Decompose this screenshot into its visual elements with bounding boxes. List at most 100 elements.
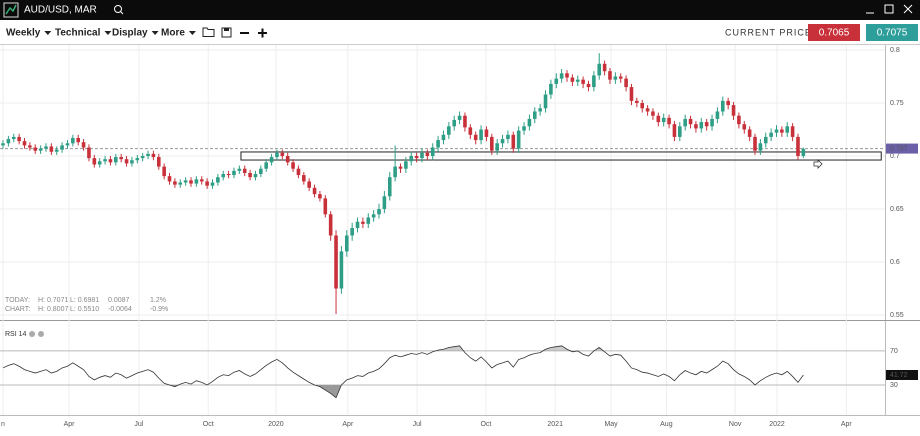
candle-body — [103, 159, 107, 162]
candle-body — [436, 140, 440, 148]
candle-body — [758, 143, 763, 151]
rsi-title[interactable]: RSI 14 — [5, 331, 27, 338]
candle-body — [796, 136, 800, 156]
price-zone[interactable] — [240, 151, 882, 161]
rsi-panel — [0, 345, 885, 399]
candle-body — [216, 177, 220, 183]
candle-body — [87, 147, 91, 159]
candle-body — [457, 115, 462, 120]
candle-body — [516, 130, 521, 149]
open-icon[interactable] — [202, 27, 215, 37]
candle-body — [124, 159, 129, 164]
candle-body — [479, 129, 483, 141]
candle-body — [672, 124, 677, 137]
search-icon[interactable] — [114, 5, 122, 13]
ask-box[interactable] — [866, 24, 918, 41]
candle-body — [527, 118, 532, 127]
candle-body — [624, 78, 628, 88]
symbol[interactable]: AUD/USD, MAR — [24, 5, 97, 16]
candle-body — [28, 145, 32, 148]
candle-body — [71, 137, 75, 144]
candle-body — [38, 148, 43, 151]
candle-body — [377, 209, 381, 215]
candle-body — [715, 111, 720, 119]
ask-price: 0.7075 — [877, 28, 908, 39]
candle-body — [205, 181, 209, 186]
candle-body — [97, 161, 102, 165]
candle-body — [275, 152, 279, 158]
candle-body — [441, 134, 446, 141]
rsi-last-label: 41.72 — [890, 372, 908, 379]
candle-body — [119, 157, 123, 160]
candle-body — [221, 174, 226, 178]
x-tick-label: Jul — [413, 421, 422, 428]
candle-body — [65, 143, 70, 146]
stat-text: 0.0087 — [108, 297, 130, 304]
candle-body — [264, 162, 269, 169]
close-button[interactable] — [903, 4, 913, 14]
menu-item[interactable]: Display — [112, 28, 148, 39]
menu-group: Weekly Technical Display More — [6, 28, 196, 39]
stat-text: -0.9% — [150, 306, 168, 313]
candle-body — [602, 63, 607, 72]
candle-body — [699, 122, 704, 129]
candle-body — [597, 63, 602, 76]
candle-body — [371, 214, 376, 218]
menu-item[interactable]: More — [161, 28, 185, 39]
candle-body — [774, 129, 779, 133]
stats: TODAY: H: 0.7071 L: 0.6981 0.0087 1.2% CHART:… — [5, 297, 168, 313]
candle-body — [302, 175, 306, 182]
rsi-overbought-fill — [435, 345, 604, 351]
candle-body — [769, 132, 773, 137]
y-tick-label: 0.75 — [890, 100, 904, 107]
candle-body — [683, 118, 687, 127]
bid-box[interactable] — [808, 24, 860, 41]
y-tick-label: 0.7 — [890, 153, 900, 160]
rsi-last-tag — [886, 369, 918, 380]
candle-body — [135, 158, 140, 161]
candle-body — [747, 129, 752, 137]
zoom-in-button[interactable] — [258, 28, 267, 38]
bid-price: 0.7065 — [819, 28, 850, 39]
rsi-settings-icon[interactable] — [29, 331, 35, 337]
rsi-close-icon[interactable] — [38, 331, 44, 337]
candle-body — [710, 118, 714, 127]
candle-body — [1, 143, 5, 146]
y-tick-label: 0.6 — [890, 259, 900, 266]
stat-text: L: 0.6981 — [70, 297, 99, 304]
candle-body — [199, 179, 204, 182]
candle-body — [549, 83, 553, 95]
candle-body — [495, 143, 499, 151]
search-icon-handle — [120, 11, 124, 15]
candle-body — [280, 152, 285, 156]
candle-body — [447, 126, 451, 135]
menu-item[interactable]: Weekly — [6, 28, 41, 39]
candle-body — [404, 161, 408, 169]
y-tick-label: 0.8 — [890, 47, 900, 54]
candle-body — [393, 166, 397, 178]
candle-body — [232, 170, 236, 176]
candle-body — [629, 87, 634, 101]
menu-item[interactable]: Technical — [55, 28, 101, 39]
maximize-button[interactable] — [884, 4, 894, 14]
candle-body — [753, 136, 757, 151]
candle-body — [763, 136, 768, 144]
stat-text: L: 0.5510 — [70, 306, 99, 313]
x-tick-label: Jul — [134, 421, 143, 428]
current-price-label: CURRENT PRICE: — [725, 27, 815, 37]
x-tick-label: Aug — [660, 421, 673, 428]
candle-body — [656, 115, 661, 123]
candle-body — [790, 126, 795, 137]
stat-text: -0.0064 — [108, 306, 132, 313]
save-icon-detail — [224, 28, 229, 31]
candle-body — [6, 139, 11, 144]
candle-body — [312, 187, 317, 195]
candle-body — [146, 153, 150, 156]
candle-body — [17, 136, 21, 142]
candle-body — [780, 129, 784, 133]
x-tick-label: Oct — [203, 421, 214, 428]
x-tick-label: Apr — [342, 421, 354, 428]
candle-body — [586, 83, 591, 88]
candle-body — [581, 79, 585, 84]
stat-text: H: 0.8007 — [38, 306, 68, 313]
